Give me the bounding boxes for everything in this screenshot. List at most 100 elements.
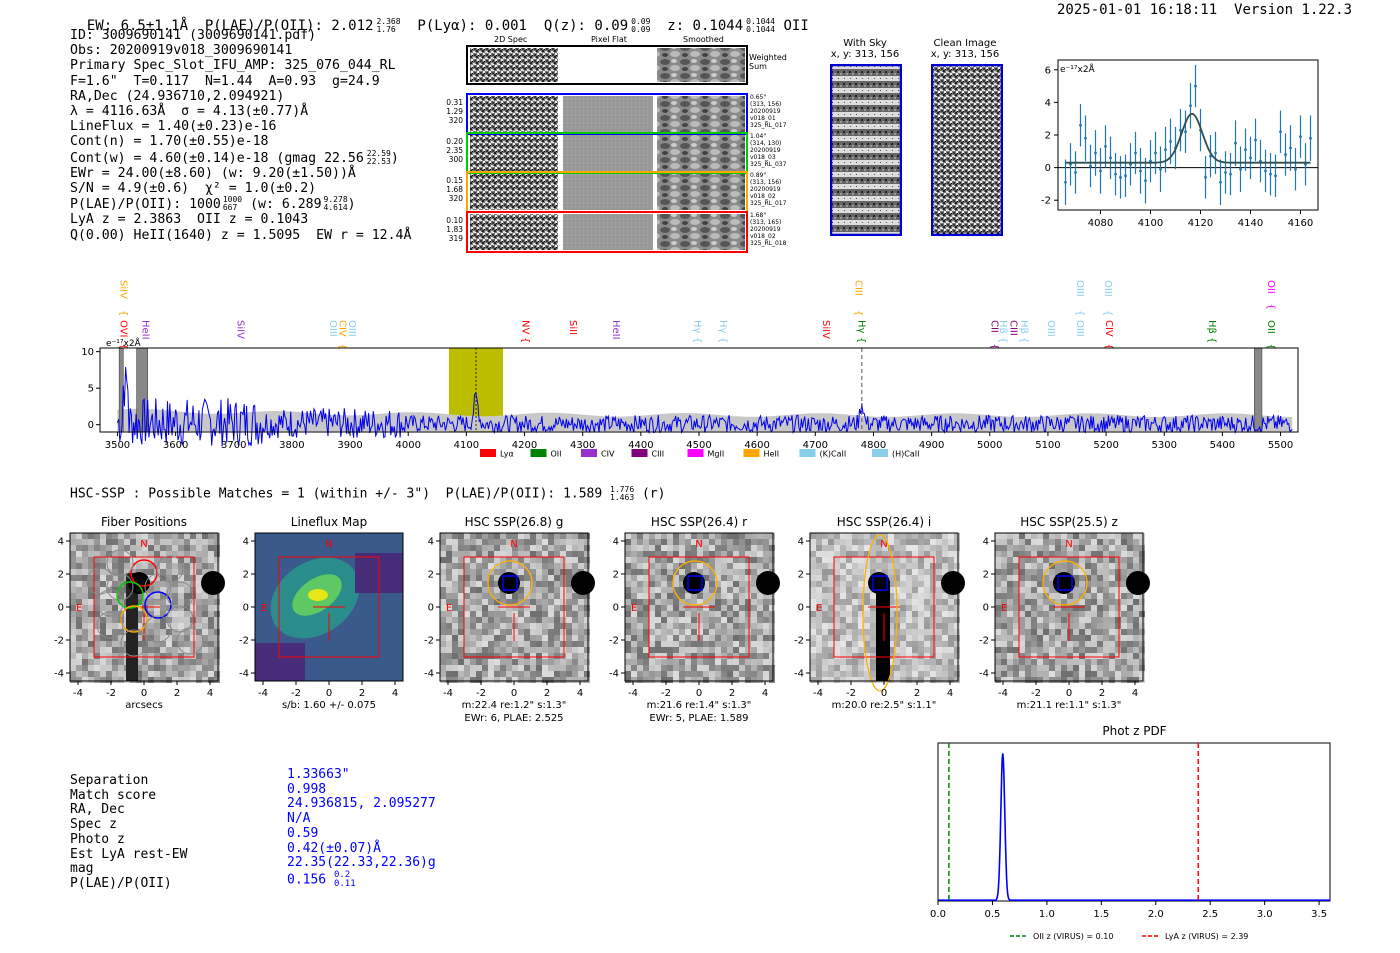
hsc-pixel [751, 557, 757, 563]
hsc-pixel [184, 593, 190, 599]
hsc-pixel [506, 611, 512, 617]
hsc-pixel [924, 593, 930, 599]
hsc-pixel [948, 563, 954, 569]
hsc-pixel [476, 653, 482, 659]
full-units-label: e⁻¹⁷x2Å [106, 337, 142, 349]
line-label-group: CII{ [988, 320, 999, 350]
hsc-pixel [763, 545, 769, 551]
hsc-pixel [136, 557, 142, 563]
hsc-pixel [858, 539, 864, 545]
hsc-pixel [488, 647, 494, 653]
hsc-pixel [882, 563, 888, 569]
hsc-pixel [727, 593, 733, 599]
hsc-pixel [840, 593, 846, 599]
hsc-pixel [918, 533, 924, 539]
hsc-pixel [995, 551, 1001, 557]
hsc-pixel [685, 629, 691, 635]
hsc-pixel [942, 629, 948, 635]
hsc-pixel [822, 677, 828, 683]
hsc-pixel [1085, 677, 1091, 683]
hsc-pixel [673, 641, 679, 647]
hsc-pixel [691, 641, 697, 647]
hsc-pixel [882, 557, 888, 563]
hsc-pixel [852, 569, 858, 575]
hsc-pixel [995, 593, 1001, 599]
hsc-pixel [810, 593, 816, 599]
hsc-pixel [1109, 551, 1115, 557]
hsc-pixel [906, 623, 912, 629]
hsc-pixel [1085, 569, 1091, 575]
hsc-pixel [536, 599, 542, 605]
hsc-pixel [1031, 551, 1037, 557]
hsc-pixel [1133, 533, 1139, 539]
hsc-pixel [142, 659, 148, 665]
hsc-pixel [94, 641, 100, 647]
hsc-pixel [500, 671, 506, 677]
hsc-pixel [554, 611, 560, 617]
hsc-pixel [864, 623, 870, 629]
hsc-pixel [691, 677, 697, 683]
hsc-pixel [673, 665, 679, 671]
hsc-pixel [70, 671, 76, 677]
hsc-pixel [900, 539, 906, 545]
hsc-pixel [822, 581, 828, 587]
hsc-pixel [1103, 671, 1109, 677]
hsc-pixel [625, 545, 631, 551]
hsc-pixel [900, 569, 906, 575]
hsc-pixel [76, 605, 82, 611]
hsc-pixel [954, 671, 960, 677]
hsc-pixel [840, 611, 846, 617]
hsc-pixel [1103, 623, 1109, 629]
hsc-pixel [500, 647, 506, 653]
hsc-pixel [1061, 593, 1067, 599]
hsc-pixel [685, 671, 691, 677]
hsc-streak [876, 585, 890, 681]
hsc-pixel [954, 617, 960, 623]
hsc-pixel [118, 653, 124, 659]
hsc-pixel [1007, 623, 1013, 629]
hsc-pixel [572, 647, 578, 653]
hsc-pixel [530, 557, 536, 563]
hsc-pixel [1103, 629, 1109, 635]
hsc-pixel [76, 611, 82, 617]
hsc-pixel [584, 533, 590, 539]
hsc-pixel [584, 647, 590, 653]
hsc-pixel [1025, 557, 1031, 563]
hsc-pixel [727, 533, 733, 539]
hsc-pixel [1103, 563, 1109, 569]
hsc-pixel [745, 545, 751, 551]
hsc-pixel [769, 653, 775, 659]
hsc-pixel [870, 647, 876, 653]
hsc-pixel [745, 665, 751, 671]
hsc-pixel [816, 611, 822, 617]
hsc-pixel [166, 659, 172, 665]
hsc-pixel [715, 587, 721, 593]
full-xtick-label: 5400 [1210, 440, 1235, 451]
hsc-pixel [1103, 569, 1109, 575]
hsc-pixel [584, 671, 590, 677]
hsc-pixel [100, 617, 106, 623]
hsc-pixel [667, 581, 673, 587]
info-primary: Primary Spec_Slot_IFU_AMP: 325_076_044_R… [70, 58, 396, 74]
hsc-pixel [912, 605, 918, 611]
hsc-pixel [942, 641, 948, 647]
hsc-pixel [918, 623, 924, 629]
hsc-pixel [440, 635, 446, 641]
info-contw-hi: 22.59 [366, 148, 391, 158]
hsc-pixel [154, 593, 160, 599]
hsc-pixel [727, 629, 733, 635]
hsc-pixel [745, 575, 751, 581]
hsc-pixel [542, 665, 548, 671]
hsc-pixel [745, 611, 751, 617]
hsc-pixel [924, 611, 930, 617]
hsc-pixel [757, 533, 763, 539]
hsc-pixel [94, 587, 100, 593]
hsc-pixel [482, 665, 488, 671]
zoom-xtick-label: 4140 [1238, 218, 1263, 229]
hsc-pixel [136, 653, 142, 659]
info-id: ID: 3009690141 (3009690141.pdf) [70, 28, 317, 43]
hsc-pixel [214, 611, 220, 617]
hsc-pixel [900, 671, 906, 677]
hsc-pixel [703, 605, 709, 611]
